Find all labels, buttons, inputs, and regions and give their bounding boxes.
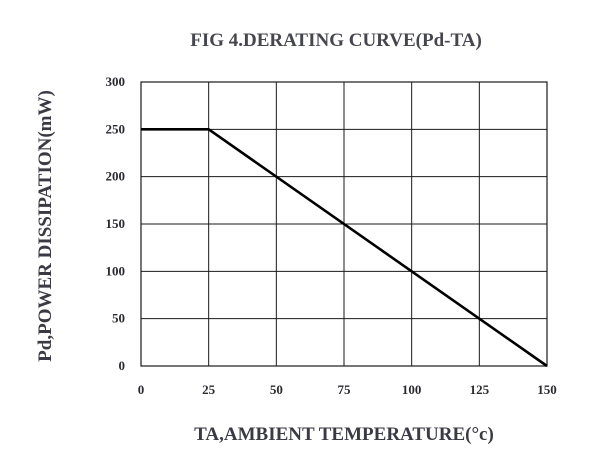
y-tick-label-0: 0 bbox=[119, 358, 126, 373]
x-axis-label: TA,AMBIENT TEMPERATURE(°c) bbox=[194, 424, 494, 445]
chart-title: FIG 4.DERATING CURVE(Pd-TA) bbox=[190, 30, 482, 51]
y-tick-label-300: 300 bbox=[106, 74, 126, 89]
x-tick-label-100: 100 bbox=[402, 382, 422, 397]
y-tick-label-150: 150 bbox=[106, 216, 126, 231]
x-tick-label-125: 125 bbox=[470, 382, 490, 397]
x-tick-label-0: 0 bbox=[138, 382, 145, 397]
x-tick-label-25: 25 bbox=[202, 382, 216, 397]
x-tick-label-75: 75 bbox=[338, 382, 352, 397]
y-tick-label-250: 250 bbox=[106, 121, 126, 136]
y-tick-label-100: 100 bbox=[106, 263, 126, 278]
y-tick-label-200: 200 bbox=[106, 169, 126, 184]
y-axis-label: Pd,POWER DISSIPATION(mW) bbox=[35, 90, 56, 362]
tick-layer: 0 25 50 75 100 125 150 0 50 100 150 200 250 300 bbox=[106, 74, 557, 397]
y-tick-label-50: 50 bbox=[112, 311, 125, 326]
x-tick-label-150: 150 bbox=[537, 382, 557, 397]
x-tick-label-50: 50 bbox=[270, 382, 283, 397]
